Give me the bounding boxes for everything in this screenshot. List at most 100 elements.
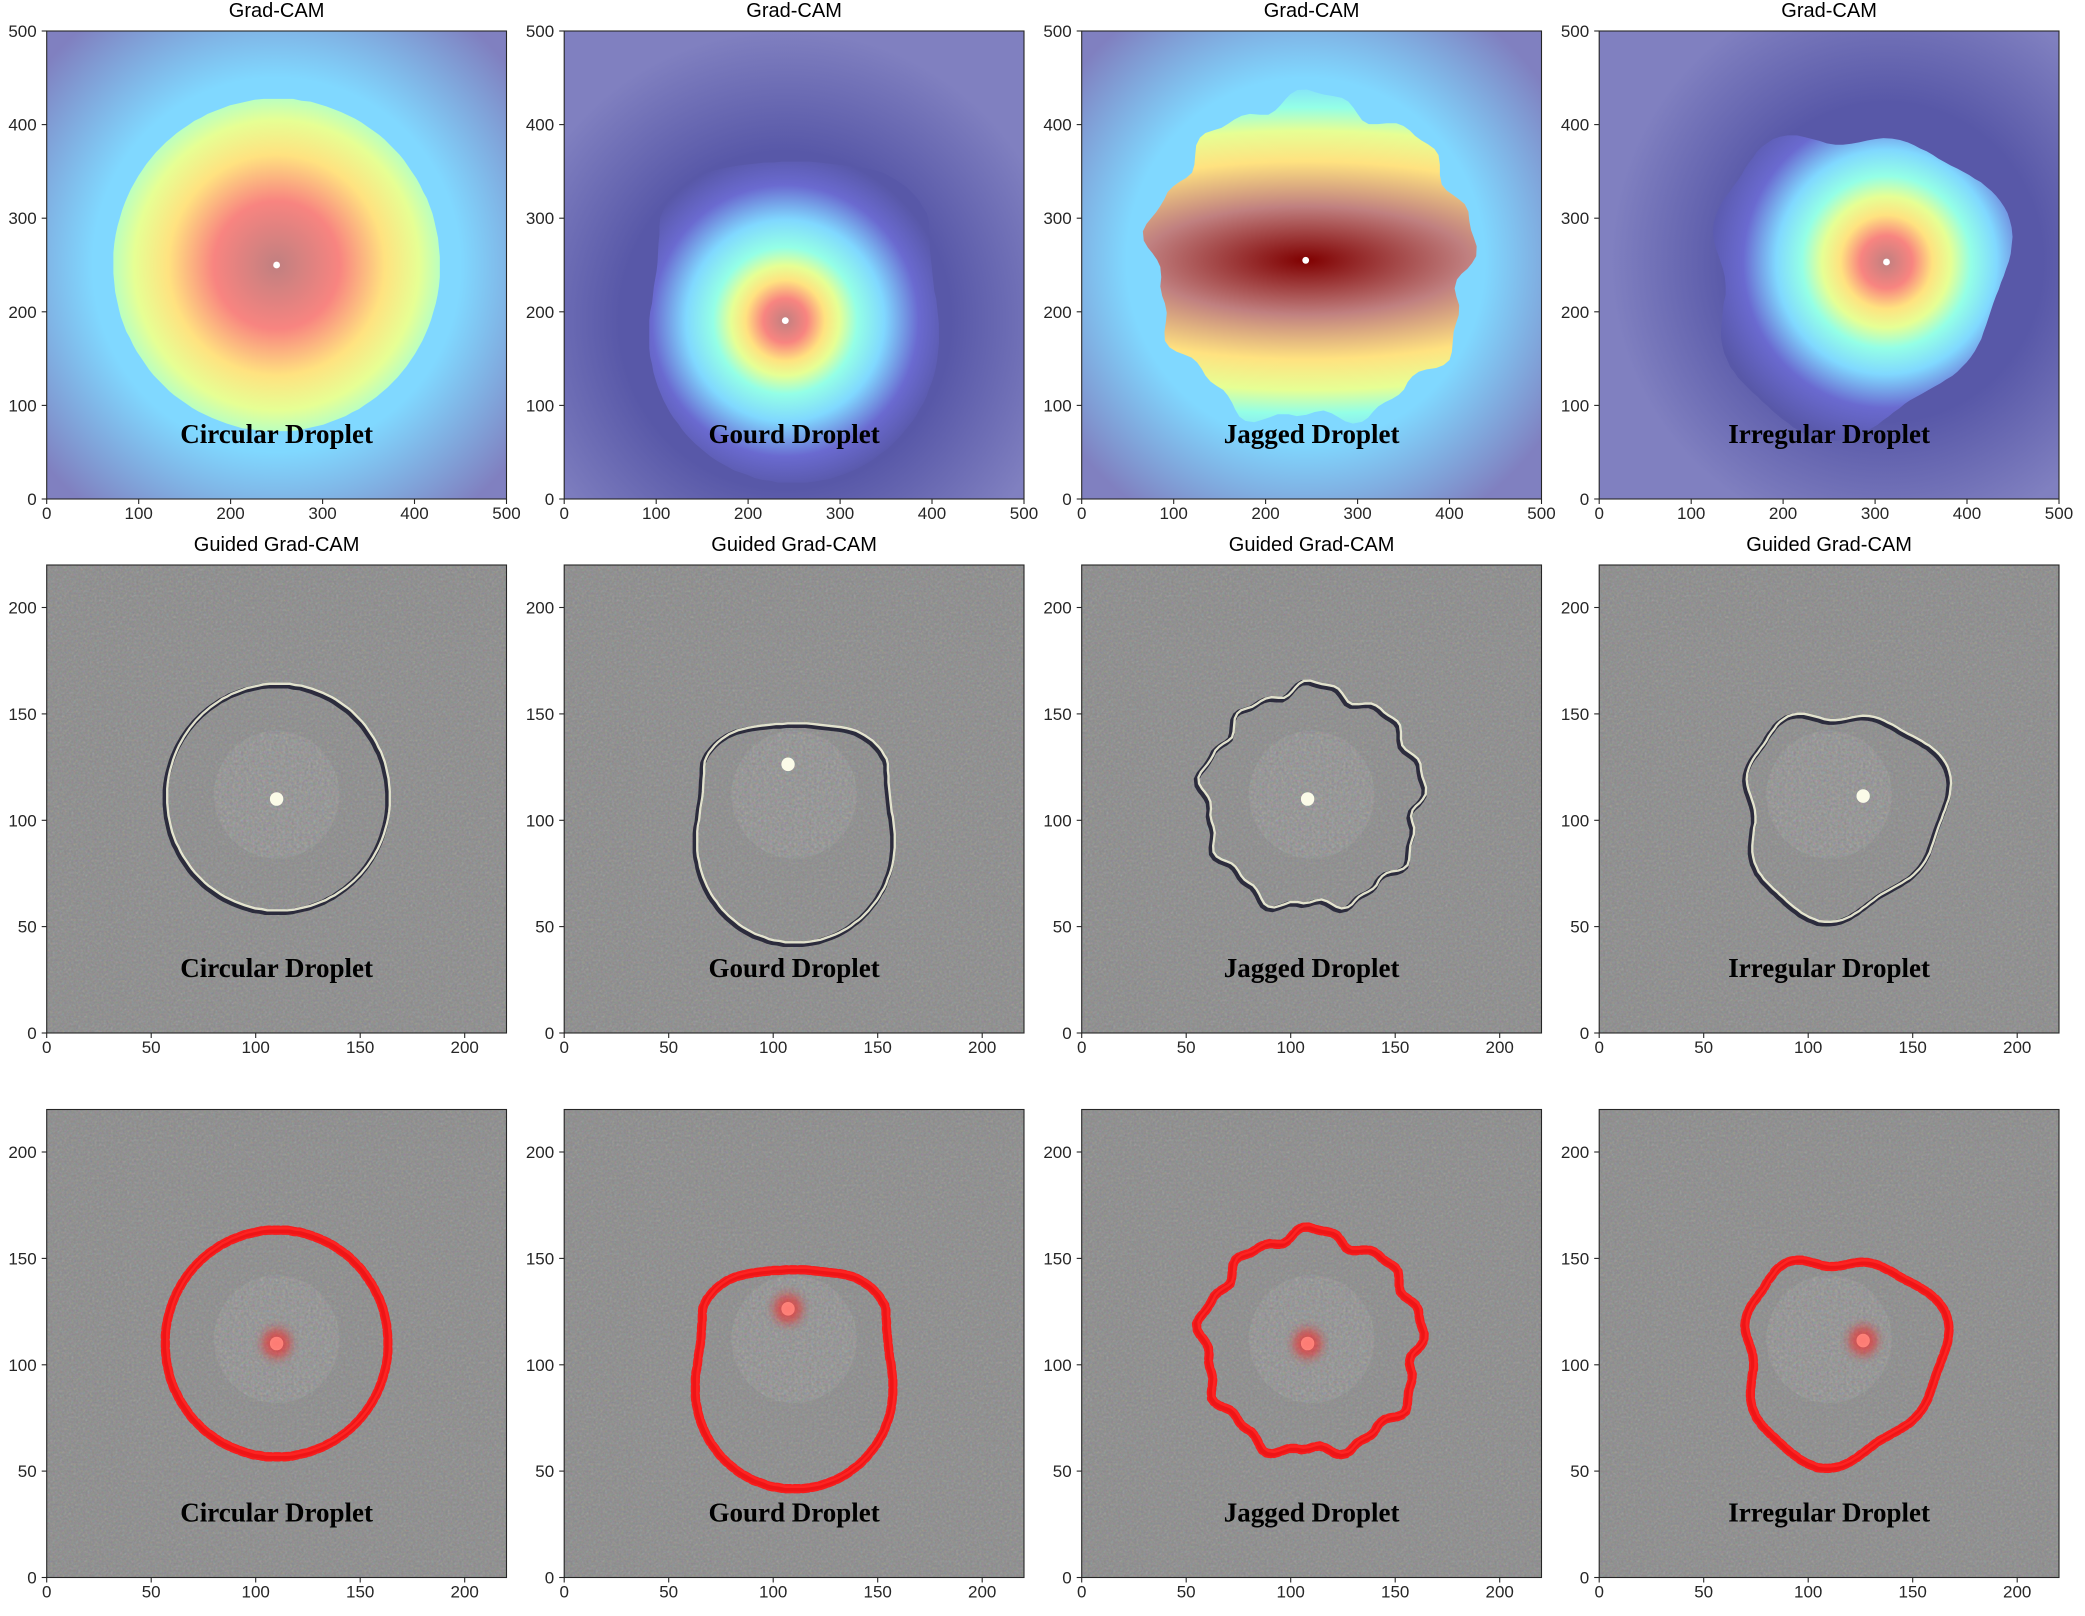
svg-text:300: 300 xyxy=(826,504,854,523)
svg-text:300: 300 xyxy=(1861,504,1889,523)
svg-text:0: 0 xyxy=(27,1024,36,1043)
svg-text:0: 0 xyxy=(1077,504,1086,523)
svg-text:150: 150 xyxy=(1043,1249,1071,1268)
svg-text:200: 200 xyxy=(968,1038,996,1057)
svg-text:0: 0 xyxy=(1594,1038,1603,1057)
svg-text:500: 500 xyxy=(1561,22,1589,41)
svg-text:400: 400 xyxy=(526,116,554,135)
svg-text:150: 150 xyxy=(1561,705,1589,724)
svg-text:300: 300 xyxy=(308,504,336,523)
svg-text:Circular Droplet: Circular Droplet xyxy=(180,419,373,449)
svg-text:150: 150 xyxy=(346,1038,374,1057)
svg-text:200: 200 xyxy=(526,303,554,322)
svg-text:0: 0 xyxy=(559,1583,568,1602)
svg-text:100: 100 xyxy=(1277,1038,1305,1057)
svg-text:Guided Grad-CAM: Guided Grad-CAM xyxy=(711,534,877,556)
svg-text:200: 200 xyxy=(2003,1038,2031,1057)
svg-text:0: 0 xyxy=(1077,1038,1086,1057)
svg-text:0: 0 xyxy=(545,490,554,509)
svg-text:200: 200 xyxy=(2003,1583,2031,1602)
svg-text:100: 100 xyxy=(526,1356,554,1375)
svg-text:200: 200 xyxy=(216,504,244,523)
svg-text:400: 400 xyxy=(8,116,36,135)
svg-text:200: 200 xyxy=(451,1583,479,1602)
svg-text:100: 100 xyxy=(759,1038,787,1057)
svg-text:200: 200 xyxy=(1486,1583,1514,1602)
svg-text:100: 100 xyxy=(1043,811,1071,830)
svg-text:100: 100 xyxy=(8,811,36,830)
svg-text:100: 100 xyxy=(526,811,554,830)
svg-text:Guided Grad-CAM: Guided Grad-CAM xyxy=(194,534,360,556)
svg-text:500: 500 xyxy=(1010,504,1038,523)
svg-text:200: 200 xyxy=(734,504,762,523)
svg-text:100: 100 xyxy=(1043,1356,1071,1375)
svg-text:50: 50 xyxy=(1570,918,1589,937)
svg-text:400: 400 xyxy=(1435,504,1463,523)
svg-text:100: 100 xyxy=(8,1356,36,1375)
svg-text:150: 150 xyxy=(1043,705,1071,724)
svg-text:200: 200 xyxy=(1043,303,1071,322)
svg-text:50: 50 xyxy=(1053,1462,1072,1481)
svg-text:200: 200 xyxy=(8,1143,36,1162)
svg-text:500: 500 xyxy=(1043,22,1071,41)
svg-text:400: 400 xyxy=(918,504,946,523)
svg-text:Irregular Droplet: Irregular Droplet xyxy=(1728,419,1930,449)
svg-text:0: 0 xyxy=(545,1024,554,1043)
svg-text:100: 100 xyxy=(1277,1583,1305,1602)
svg-text:0: 0 xyxy=(1580,490,1589,509)
svg-text:300: 300 xyxy=(1343,504,1371,523)
svg-text:200: 200 xyxy=(8,303,36,322)
svg-text:200: 200 xyxy=(1561,599,1589,618)
svg-text:50: 50 xyxy=(1053,918,1072,937)
svg-text:Jagged Droplet: Jagged Droplet xyxy=(1224,953,1400,983)
svg-text:0: 0 xyxy=(42,1583,51,1602)
svg-text:50: 50 xyxy=(142,1583,161,1602)
svg-text:200: 200 xyxy=(1486,1038,1514,1057)
svg-text:Guided Grad-CAM: Guided Grad-CAM xyxy=(1746,534,1912,556)
svg-text:0: 0 xyxy=(559,1038,568,1057)
svg-text:50: 50 xyxy=(659,1583,678,1602)
svg-text:Grad-CAM: Grad-CAM xyxy=(746,0,842,22)
svg-text:0: 0 xyxy=(1594,1583,1603,1602)
svg-text:200: 200 xyxy=(1043,1143,1071,1162)
svg-text:0: 0 xyxy=(1580,1569,1589,1588)
svg-text:500: 500 xyxy=(526,22,554,41)
svg-text:150: 150 xyxy=(1561,1249,1589,1268)
svg-text:50: 50 xyxy=(535,1462,554,1481)
svg-text:Jagged Droplet: Jagged Droplet xyxy=(1224,419,1400,449)
svg-text:Irregular Droplet: Irregular Droplet xyxy=(1728,1497,1930,1527)
svg-text:Gourd Droplet: Gourd Droplet xyxy=(708,953,879,983)
svg-text:200: 200 xyxy=(968,1583,996,1602)
svg-text:400: 400 xyxy=(400,504,428,523)
svg-text:0: 0 xyxy=(559,504,568,523)
svg-text:500: 500 xyxy=(8,22,36,41)
svg-text:400: 400 xyxy=(1043,116,1071,135)
svg-text:300: 300 xyxy=(1043,209,1071,228)
svg-text:200: 200 xyxy=(8,599,36,618)
svg-text:100: 100 xyxy=(1561,811,1589,830)
svg-text:400: 400 xyxy=(1561,116,1589,135)
svg-text:200: 200 xyxy=(1251,504,1279,523)
svg-text:150: 150 xyxy=(1381,1583,1409,1602)
svg-text:300: 300 xyxy=(1561,209,1589,228)
svg-text:150: 150 xyxy=(526,705,554,724)
svg-text:500: 500 xyxy=(1527,504,1555,523)
svg-text:Grad-CAM: Grad-CAM xyxy=(229,0,325,22)
svg-text:200: 200 xyxy=(1561,1143,1589,1162)
svg-text:100: 100 xyxy=(1677,504,1705,523)
svg-text:Grad-CAM: Grad-CAM xyxy=(1781,0,1877,22)
svg-text:300: 300 xyxy=(8,209,36,228)
svg-text:50: 50 xyxy=(659,1038,678,1057)
svg-text:100: 100 xyxy=(1561,396,1589,415)
svg-text:0: 0 xyxy=(42,1038,51,1057)
svg-text:100: 100 xyxy=(1160,504,1188,523)
svg-text:50: 50 xyxy=(142,1038,161,1057)
svg-text:200: 200 xyxy=(451,1038,479,1057)
svg-text:150: 150 xyxy=(1899,1038,1927,1057)
svg-text:100: 100 xyxy=(642,504,670,523)
svg-text:0: 0 xyxy=(1062,1569,1071,1588)
svg-text:Circular Droplet: Circular Droplet xyxy=(180,953,373,983)
svg-text:200: 200 xyxy=(1043,599,1071,618)
svg-text:200: 200 xyxy=(526,599,554,618)
svg-text:150: 150 xyxy=(864,1583,892,1602)
